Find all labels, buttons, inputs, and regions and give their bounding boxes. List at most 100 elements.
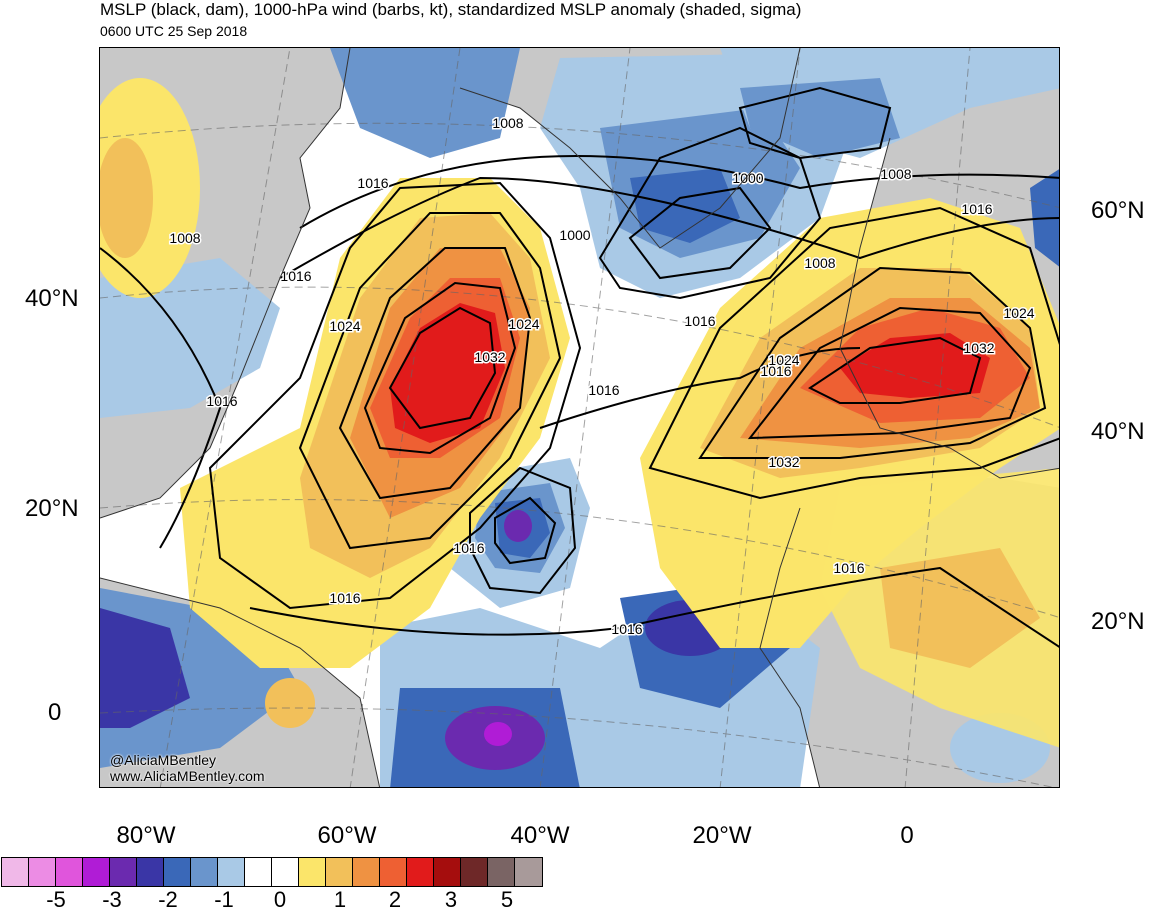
chart-title: MSLP (black, dam), 1000-hPa wind (barbs,…	[100, 0, 802, 19]
colorbar-cell	[407, 858, 434, 886]
isobar-west-high-outer	[208, 181, 582, 610]
isobar-label: 1024	[1003, 305, 1034, 321]
isobar-label: 1000	[559, 227, 590, 243]
isobar-label: 1024	[329, 318, 360, 334]
colorbar-cell	[272, 858, 299, 886]
lon-label-0: 0	[900, 822, 914, 849]
isobar-1016-north	[279, 176, 1059, 279]
isobar-label: 1016	[611, 621, 642, 637]
isobar-label: 1016	[357, 175, 388, 191]
isobar-east-high-outer	[648, 206, 1059, 500]
grid-lon-0	[904, 48, 971, 787]
colorbar-tick-label: -2	[158, 887, 178, 912]
lon-label-80w: 80°W	[116, 822, 176, 849]
isobar-label: 1016	[280, 268, 311, 284]
isobar-label: 1008	[880, 166, 911, 182]
isobar-label: 1032	[963, 340, 994, 356]
isobar-label: 1024	[508, 316, 539, 332]
lat-label-20n-right: 20°N	[1091, 608, 1145, 635]
grid-lat-0	[100, 707, 1054, 787]
colorbar-cell	[245, 858, 272, 886]
isobar-1008-north	[299, 155, 1059, 229]
colorbar-cell	[488, 858, 515, 886]
coast-na	[100, 48, 351, 519]
colorbar-cell	[137, 858, 164, 886]
isobar-west-high-core	[388, 306, 497, 430]
colorbar-tick-label: 0	[273, 887, 287, 912]
map-panel: 1008 1016 1000 1000 1008 1016 1008 1016 1024 1024…	[99, 47, 1060, 788]
isobar-label: 1016	[206, 393, 237, 409]
colorbar-cell	[2, 858, 29, 886]
colorbar-tick-label: -1	[214, 887, 234, 912]
lon-label-20w: 20°W	[692, 822, 752, 849]
colorbar	[1, 857, 543, 887]
lat-label-40n-right: 40°N	[1091, 418, 1145, 445]
lat-label-40n-left: 40°N	[25, 285, 79, 312]
isobar-label: 1024	[768, 352, 799, 368]
isobar-label: 1016	[588, 382, 619, 398]
colorbar-cell	[353, 858, 380, 886]
colorbar-cell	[434, 858, 461, 886]
isobar-iceland-low	[738, 86, 892, 160]
isobar-label: 1008	[804, 255, 835, 271]
colorbar-tick-label: -5	[46, 887, 66, 912]
isobar-east-high-core	[808, 336, 982, 404]
isobar-label: 1000	[732, 170, 763, 186]
coastlines	[100, 48, 1059, 787]
lat-label-60n-right: 60°N	[1091, 197, 1145, 224]
colorbar-cell	[29, 858, 56, 886]
anomaly-neg-equator-peak	[484, 722, 512, 746]
isobar-greenland-low	[598, 126, 822, 300]
grid-lat-20n	[100, 499, 1059, 618]
isobar-west-high-4	[363, 281, 517, 455]
coast-greenland	[459, 48, 801, 249]
anomaly-neg-us-east	[100, 258, 280, 418]
colorbar-cell	[83, 858, 110, 886]
colorbar-cell	[164, 858, 191, 886]
lat-label-20n-left: 20°N	[25, 495, 79, 522]
isobar-greenland-low-inner	[628, 186, 772, 280]
lat-label-0-left: 0	[48, 699, 62, 726]
isobar-label: 1032	[768, 454, 799, 470]
isobar-1016-mid	[539, 347, 861, 429]
colorbar-cell	[218, 858, 245, 886]
colorbar-cell	[380, 858, 407, 886]
isobar-storm-outer	[469, 466, 577, 595]
anomaly-neg-labrador	[330, 48, 520, 158]
isobar-west-high-2	[298, 212, 562, 550]
isobar-1016-west	[100, 247, 222, 549]
grid-lon-80w	[159, 48, 291, 787]
isobar-label: 1016	[760, 363, 791, 379]
colorbar-tick-label: -3	[102, 887, 122, 912]
colorbar-cell	[326, 858, 353, 886]
colorbar-tick-label: 3	[444, 887, 458, 912]
isobar-storm-inner	[494, 496, 557, 565]
isobar-label: 1008	[492, 115, 523, 131]
colorbar-cell	[299, 858, 326, 886]
anomaly-pos-nw-orange	[100, 138, 153, 258]
credit-handle: @AliciaMBentley	[110, 752, 217, 768]
isobar-label: 1016	[833, 560, 864, 576]
isobar-label: 1016	[684, 313, 715, 329]
colorbar-cell	[110, 858, 137, 886]
isobar-label: 1016	[453, 540, 484, 556]
isobar-1016-south	[249, 566, 1059, 648]
colorbar-tick-label: 5	[500, 887, 514, 912]
isobar-label: 1016	[961, 201, 992, 217]
grid-lon-20w	[719, 48, 801, 787]
anomaly-pos-sa-orange	[265, 678, 315, 728]
colorbar-tick-label: 2	[388, 887, 402, 912]
anomaly-neg-greenland-inner	[630, 168, 740, 243]
colorbar-tick-label: 1	[333, 887, 347, 912]
isobar-west-high-3	[338, 247, 532, 500]
colorbar-cell	[461, 858, 488, 886]
isobar-east-high-3	[747, 306, 1032, 440]
grid-lat-40n	[100, 286, 1059, 428]
colorbar-cell	[56, 858, 83, 886]
grid-lon-40w	[539, 48, 631, 787]
isobar-label: 1032	[474, 349, 505, 365]
lon-label-40w: 40°W	[510, 822, 570, 849]
anomaly-pos-east-core	[840, 333, 990, 398]
